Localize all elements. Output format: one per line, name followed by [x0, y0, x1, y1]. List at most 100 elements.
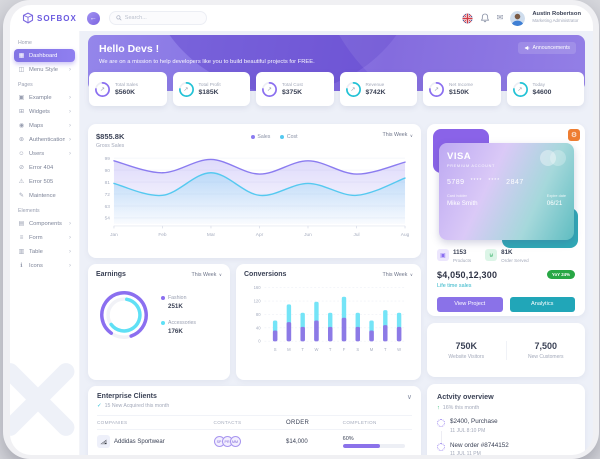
user-info[interactable]: Austin Robertson Marketing Administrator: [532, 11, 581, 24]
maintenance-icon: ✎: [18, 193, 25, 199]
sidebar-item-users[interactable]: ☺ Users ›: [14, 147, 75, 160]
sidebar-item-example[interactable]: ▣ Example ›: [14, 91, 75, 104]
conversions-period-select[interactable]: This Week ∨: [382, 272, 413, 278]
svg-text:81: 81: [105, 180, 111, 186]
activity-title: Actvity overview: [437, 392, 494, 401]
sidebar-toggle-button[interactable]: ←: [86, 11, 100, 25]
chevron-right-icon: ›: [69, 150, 71, 157]
svg-text:T: T: [384, 347, 387, 352]
enterprise-collapse-button[interactable]: ∨: [407, 393, 412, 401]
legend-item-cost: Cost: [280, 134, 298, 140]
stat-label: Total Sales: [115, 82, 138, 88]
notifications-button[interactable]: [480, 13, 490, 23]
stat-value: $742K: [365, 88, 386, 96]
announcements-button[interactable]: Announcements: [517, 42, 576, 54]
sidebar-item-label: Dashboard: [29, 52, 58, 59]
sidebar-item-widgets[interactable]: ⊞ Widgets ›: [14, 105, 75, 118]
gross-sales-value: $855.8K: [96, 132, 125, 141]
sidebar-item-components[interactable]: ▤ Components ›: [14, 217, 75, 230]
gross-period-value: This Week: [382, 132, 408, 138]
chevron-right-icon: ›: [69, 136, 71, 143]
new-customers-value: 7,500: [534, 340, 558, 351]
language-flag-button[interactable]: [462, 12, 473, 24]
sidebar-item-error-404[interactable]: ⊘ Error 404: [14, 161, 75, 174]
topbar: SOFBOX ←: [10, 5, 593, 31]
sidebar-item-label: Example: [29, 94, 52, 101]
sidebar-item-authentication[interactable]: ⊛ Authentication ›: [14, 133, 75, 146]
sidebar-item-maintence[interactable]: ✎ Maintence: [14, 189, 75, 202]
analytics-button[interactable]: Analytics: [509, 296, 575, 312]
user-avatar[interactable]: [510, 10, 526, 26]
card-number-masked: ****: [470, 178, 483, 184]
sidebar-item-menu-style[interactable]: ◫ Menu Style ›: [14, 63, 75, 76]
svg-text:F: F: [343, 347, 346, 352]
card-holder-name: Mike Smith: [447, 199, 478, 207]
table-header-row: COMPANIES CONTACTS ORDER COMPLETION: [97, 415, 412, 430]
stat-value: $375K: [282, 88, 303, 96]
activity-item-time: 11 JUL 8:10 PM: [450, 427, 486, 434]
activity-item[interactable]: $2400, Purchase 11 JUL 8:10 PM: [437, 418, 575, 445]
card-number-part: 5789: [447, 178, 465, 186]
contact-avatar[interactable]: MM: [229, 436, 241, 447]
website-visitors-label: Website Visitors: [448, 353, 485, 360]
sidebar-item-label: Error 404: [29, 164, 54, 171]
sidebar-item-icons[interactable]: ℹ Icons ›: [14, 259, 75, 272]
stat-card-today[interactable]: ↗ Today $4600: [506, 72, 584, 106]
activity-item[interactable]: New order #8744152 11 JUL 11 PM: [437, 442, 575, 455]
sidebar-item-dashboard[interactable]: ▦ Dashboard: [14, 49, 75, 62]
stat-card-total-sales[interactable]: ↗ Total Sales $560K: [89, 72, 167, 106]
svg-text:40: 40: [256, 325, 261, 330]
gross-period-select[interactable]: This Week ∨: [382, 132, 413, 138]
uk-flag-icon: [462, 12, 473, 24]
search-icon: [116, 15, 122, 21]
sidebar-item-form[interactable]: ≡ Form ›: [14, 231, 75, 244]
stat-card-revenue[interactable]: ↗ Revenue $742K: [339, 72, 417, 106]
error-505-icon: ⚠: [18, 179, 25, 185]
completion-label: 60%: [342, 435, 354, 442]
brand[interactable]: SOFBOX: [22, 12, 77, 24]
website-visitors-stat: 750K Website Visitors: [427, 340, 507, 360]
orders-label: Order Served: [501, 257, 529, 263]
chevron-right-icon: ›: [69, 234, 71, 241]
order-value: $14,000: [285, 438, 308, 445]
svg-text:Jul: Jul: [353, 232, 359, 238]
svg-text:80: 80: [256, 312, 261, 317]
orders-icon: ⊎: [485, 249, 498, 261]
stat-card-net-income[interactable]: ↗ Net Income $150K: [423, 72, 501, 106]
earnings-legend-label: Accessories: [161, 320, 196, 326]
banner-subtitle: We are on a mission to help developers l…: [99, 59, 315, 65]
earnings-card: Earnings This Week ∨ Fashion 251K Accessor…: [88, 264, 230, 380]
table-row[interactable]: Addidas Sportwear SP PR MM $14,000 60%: [97, 430, 412, 453]
stat-value: $560K: [115, 88, 136, 96]
card-settings-button[interactable]: ⚙: [568, 129, 580, 141]
announcements-label: Announcements: [532, 45, 571, 51]
stat-card-total-cost[interactable]: ↗ Total Cost $375K: [256, 72, 334, 106]
svg-text:S: S: [274, 347, 277, 352]
svg-text:99: 99: [105, 156, 111, 162]
sidebar-item-error-505[interactable]: ⚠ Error 505: [14, 175, 75, 188]
gross-legend: Sales Cost: [166, 134, 382, 140]
progress-ring-icon: ↗: [512, 81, 529, 98]
earnings-period-select[interactable]: This Week ∨: [191, 272, 222, 278]
sidebar-item-maps[interactable]: ◉ Maps ›: [14, 119, 75, 132]
svg-text:Aug: Aug: [401, 232, 410, 238]
payment-card: ⚙ VISA PREMIUM ACCOUNT 5789 **** **** 28…: [427, 124, 585, 316]
products-label: Products: [453, 257, 472, 263]
search-box[interactable]: [108, 11, 207, 25]
maps-icon: ◉: [18, 123, 25, 129]
stat-label: Net Income: [449, 82, 473, 88]
svg-text:M: M: [370, 347, 374, 352]
form-icon: ≡: [19, 234, 24, 241]
gross-sales-summary: $855.8K Gross Sales: [96, 132, 166, 149]
view-project-button[interactable]: View Project: [437, 296, 503, 312]
sidebar-section-label: Pages: [18, 82, 33, 88]
sidebar-item-table[interactable]: ▥ Table ›: [14, 245, 75, 258]
mail-icon: ✉: [496, 13, 504, 22]
stat-label: Total Profit: [198, 82, 221, 88]
conversions-title: Conversions: [244, 271, 287, 278]
search-input[interactable]: [124, 15, 200, 21]
messages-button[interactable]: ✉: [497, 14, 504, 22]
arrow-up-right-icon: ↗: [266, 86, 273, 93]
stat-card-total-profit[interactable]: ↗ Total Profit $185K: [172, 72, 250, 106]
svg-text:Mar: Mar: [207, 232, 216, 238]
